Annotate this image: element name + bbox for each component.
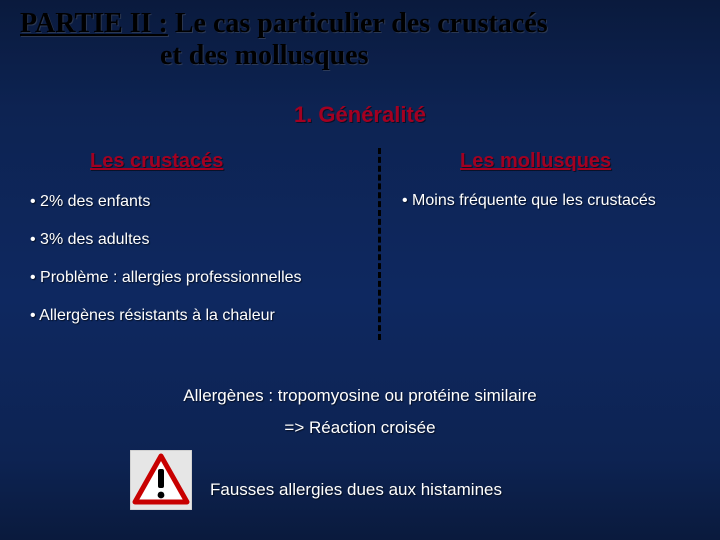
bottom-text: Fausses allergies dues aux histamines	[210, 480, 502, 500]
list-item: • Allergènes résistants à la chaleur	[30, 306, 302, 326]
title-rest1: Le cas particulier des crustacés	[168, 8, 548, 39]
warning-triangle-icon	[130, 450, 192, 510]
column-divider	[378, 148, 381, 340]
column-heading-left: Les crustacés	[90, 150, 223, 173]
title-underlined: PARTIE II :	[20, 8, 168, 39]
list-item: • Problème : allergies professionnelles	[30, 268, 302, 288]
section-heading: 1. Généralité	[0, 102, 720, 128]
list-item: • Moins fréquente que les crustacés	[402, 192, 656, 210]
slide: PARTIE II : Le cas particulier des crust…	[0, 0, 720, 540]
column-heading-right: Les mollusques	[460, 150, 611, 173]
mid-text-1: Allergènes : tropomyosine ou protéine si…	[0, 386, 720, 406]
mid-text-2: => Réaction croisée	[0, 418, 720, 438]
title-line2: et des mollusques	[20, 40, 700, 72]
bullets-right: • Moins fréquente que les crustacés	[402, 192, 656, 210]
list-item: • 3% des adultes	[30, 230, 302, 250]
bullets-left: • 2% des enfants • 3% des adultes • Prob…	[30, 192, 302, 344]
list-item: • 2% des enfants	[30, 192, 302, 212]
slide-title: PARTIE II : Le cas particulier des crust…	[20, 8, 700, 72]
